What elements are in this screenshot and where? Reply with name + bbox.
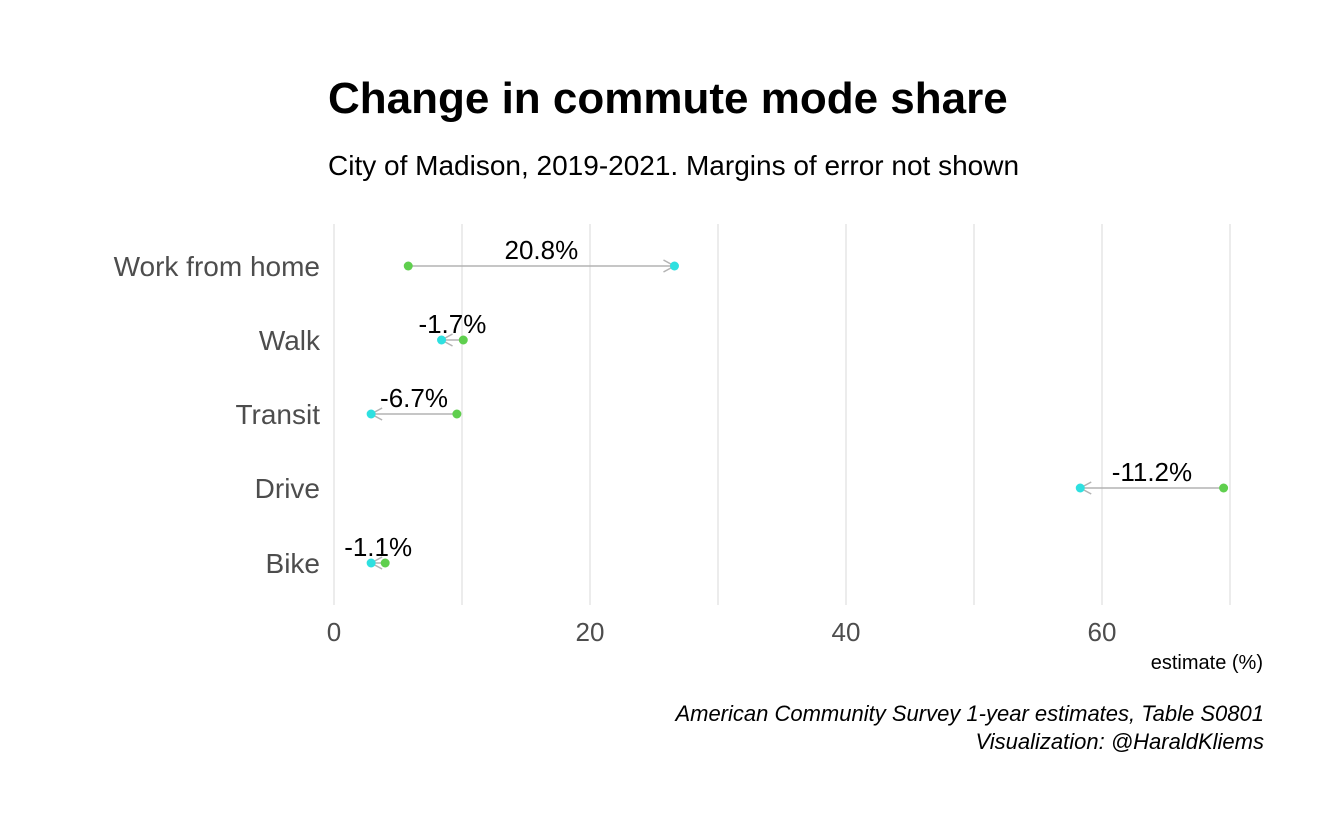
change-label: 20.8% <box>504 235 578 265</box>
x-tick-label: 20 <box>576 617 605 647</box>
x-tick-labels: 0 20 40 60 <box>327 617 1117 647</box>
y-tick-label: Work from home <box>114 251 320 282</box>
marks: 20.8% -1.7% -6.7% -11.2% -1.1% <box>344 235 1228 569</box>
change-label: -1.7% <box>418 309 486 339</box>
x-tick-label: 60 <box>1088 617 1117 647</box>
point-2021 <box>1076 484 1085 493</box>
caption-line-source: American Community Survey 1-year estimat… <box>675 700 1264 728</box>
y-tick-labels: Work from home Walk Transit Drive Bike <box>114 251 321 579</box>
x-tick-label: 40 <box>832 617 861 647</box>
point-2019 <box>404 262 413 271</box>
change-label: -1.1% <box>344 532 412 562</box>
x-tick-label: 0 <box>327 617 341 647</box>
point-2019 <box>1219 484 1228 493</box>
caption-line-credit: Visualization: @HaraldKliems <box>675 728 1264 756</box>
grid-layer <box>334 224 1230 605</box>
y-tick-label: Walk <box>259 325 321 356</box>
point-2021 <box>670 262 679 271</box>
chart-caption: American Community Survey 1-year estimat… <box>675 700 1264 756</box>
change-label: -11.2% <box>1112 457 1192 487</box>
x-axis-label: estimate (%) <box>1151 652 1263 674</box>
y-tick-label: Transit <box>235 399 320 430</box>
y-tick-label: Bike <box>266 548 320 579</box>
point-2019 <box>452 410 461 419</box>
y-tick-label: Drive <box>255 473 320 504</box>
change-label: -6.7% <box>380 383 448 413</box>
point-2021 <box>367 410 376 419</box>
